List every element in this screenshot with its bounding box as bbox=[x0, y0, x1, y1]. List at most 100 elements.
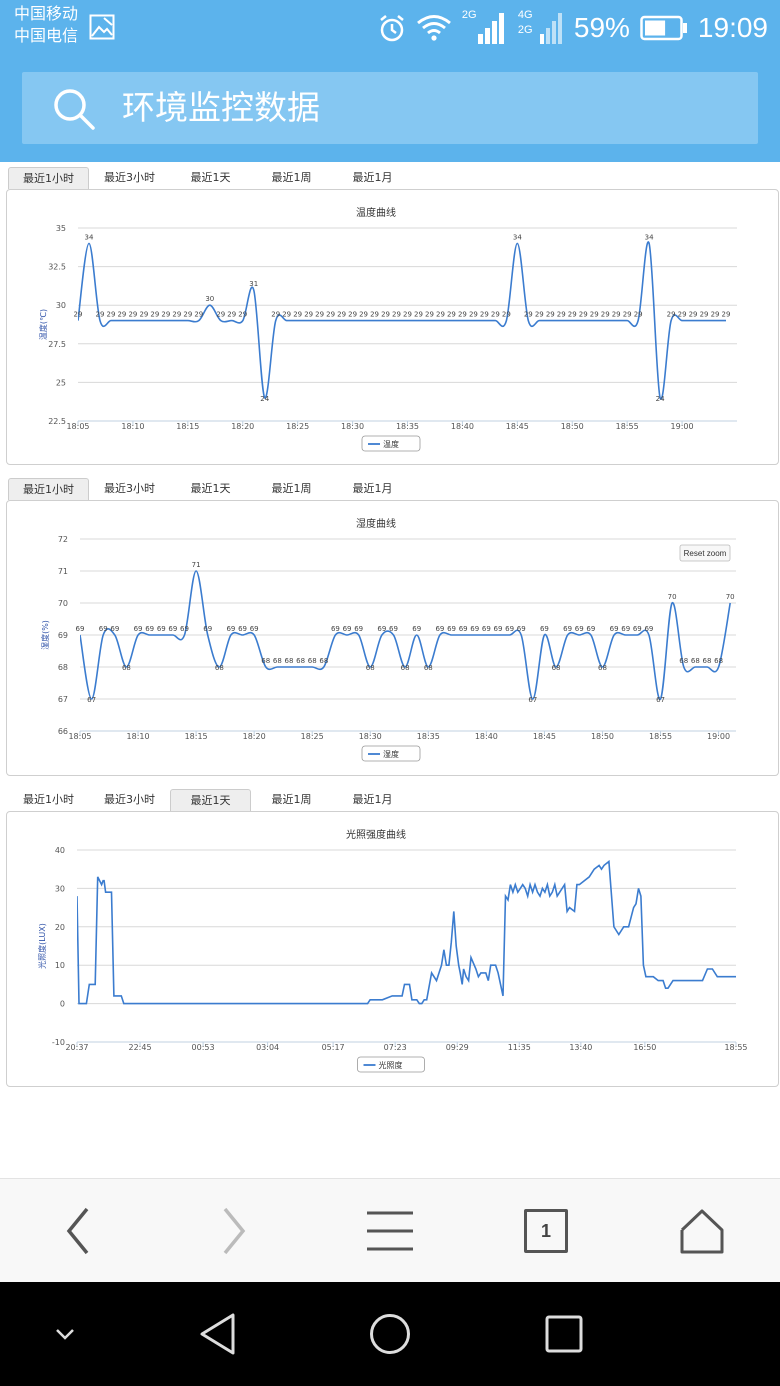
x-tick-label: 18:35 bbox=[417, 732, 440, 741]
reset-zoom-button[interactable]: Reset zoom bbox=[679, 544, 731, 562]
tab-range-2[interactable]: 最近1天 bbox=[170, 789, 251, 811]
forward-icon bbox=[223, 1207, 246, 1255]
data-label: 67 bbox=[528, 696, 537, 704]
data-label: 69 bbox=[99, 625, 108, 633]
data-label: 68 bbox=[679, 657, 688, 665]
status-bar: 中国移动 中国电信 2G 4G bbox=[0, 0, 780, 55]
data-label: 29 bbox=[447, 311, 456, 319]
data-label: 29 bbox=[150, 311, 159, 319]
x-tick-label: 18:10 bbox=[127, 732, 150, 741]
data-label: 29 bbox=[304, 311, 313, 319]
data-label: 29 bbox=[546, 311, 555, 319]
data-label: 69 bbox=[517, 625, 526, 633]
x-tick-label: 18:30 bbox=[341, 422, 364, 431]
data-label: 29 bbox=[106, 311, 115, 319]
x-tick-label: 11:35 bbox=[508, 1043, 531, 1052]
tab-range-3[interactable]: 最近1周 bbox=[271, 171, 312, 184]
system-home-button[interactable] bbox=[352, 1282, 428, 1386]
data-label: 68 bbox=[552, 664, 561, 672]
tab-range-0[interactable]: 最近1小时 bbox=[23, 793, 74, 806]
y-tick-label: 35 bbox=[56, 224, 66, 233]
data-label: 29 bbox=[678, 311, 687, 319]
search-icon[interactable] bbox=[52, 87, 96, 131]
tab-range-0[interactable]: 最近1小时 bbox=[8, 167, 89, 189]
x-tick-label: 18:15 bbox=[176, 422, 199, 431]
data-label: 69 bbox=[331, 625, 340, 633]
tab-range-4[interactable]: 最近1月 bbox=[352, 171, 393, 184]
data-label: 29 bbox=[711, 311, 720, 319]
collapse-button[interactable] bbox=[30, 1282, 100, 1386]
net-type-1: 2G bbox=[461, 9, 477, 21]
series-line bbox=[77, 859, 736, 1005]
series-line bbox=[80, 570, 731, 700]
tab-range-1[interactable]: 最近3小时 bbox=[104, 482, 155, 495]
data-label: 29 bbox=[590, 311, 599, 319]
clock: 19:09 bbox=[697, 12, 768, 43]
data-label: 29 bbox=[359, 311, 368, 319]
data-label: 69 bbox=[540, 625, 549, 633]
tab-range-0[interactable]: 最近1小时 bbox=[8, 478, 89, 500]
wifi-icon bbox=[416, 15, 451, 41]
forward-button[interactable] bbox=[194, 1179, 274, 1283]
tab-range-3[interactable]: 最近1周 bbox=[271, 482, 312, 495]
system-back-icon bbox=[200, 1313, 235, 1355]
tabs-button[interactable]: 1 bbox=[506, 1179, 586, 1283]
chart-legend[interactable]: 湿度 bbox=[361, 745, 421, 762]
data-label: 69 bbox=[354, 625, 363, 633]
menu-button[interactable] bbox=[350, 1179, 430, 1283]
x-tick-label: 18:05 bbox=[66, 422, 89, 431]
x-tick-label: 18:55 bbox=[649, 732, 672, 741]
data-label: 29 bbox=[381, 311, 390, 319]
x-tick-label: 18:35 bbox=[396, 422, 419, 431]
chart-legend[interactable]: 温度 bbox=[361, 435, 421, 452]
data-label: 29 bbox=[370, 311, 379, 319]
data-label: 69 bbox=[343, 625, 352, 633]
data-label: 68 bbox=[319, 657, 328, 665]
home-button[interactable] bbox=[662, 1179, 742, 1283]
data-label: 29 bbox=[414, 311, 423, 319]
data-label: 29 bbox=[557, 311, 566, 319]
x-tick-label: 18:05 bbox=[68, 732, 91, 741]
tab-range-1[interactable]: 最近3小时 bbox=[104, 171, 155, 184]
data-label: 69 bbox=[610, 625, 619, 633]
data-label: 29 bbox=[161, 311, 170, 319]
y-axis-label: 湿度(%) bbox=[40, 620, 50, 650]
data-label: 31 bbox=[249, 280, 258, 288]
x-tick-label: 19:00 bbox=[671, 422, 694, 431]
data-label: 69 bbox=[157, 625, 166, 633]
carrier-2: 中国电信 bbox=[14, 26, 79, 45]
x-tick-label: 18:15 bbox=[185, 732, 208, 741]
data-label: 29 bbox=[183, 311, 192, 319]
search-bar[interactable]: 环境监控数据 bbox=[22, 72, 758, 144]
data-label: 29 bbox=[238, 311, 247, 319]
data-label: 67 bbox=[87, 696, 96, 704]
data-label: 29 bbox=[436, 311, 445, 319]
data-label: 68 bbox=[691, 657, 700, 665]
tab-range-2[interactable]: 最近1天 bbox=[190, 482, 231, 495]
y-tick-label: 69 bbox=[58, 631, 68, 640]
time-range-tabs: 最近1小时 最近3小时 最近1天 最近1周 最近1月 bbox=[8, 789, 508, 811]
tabs-icon: 1 bbox=[524, 1209, 568, 1253]
back-button[interactable] bbox=[38, 1179, 118, 1283]
recents-button[interactable] bbox=[526, 1282, 602, 1386]
data-label: 29 bbox=[172, 311, 181, 319]
tab-range-1[interactable]: 最近3小时 bbox=[104, 793, 155, 806]
tab-range-3[interactable]: 最近1周 bbox=[271, 793, 312, 806]
tab-range-2[interactable]: 最近1天 bbox=[190, 171, 231, 184]
carrier-1: 中国移动 bbox=[14, 4, 79, 23]
recents-icon bbox=[545, 1315, 583, 1353]
data-label: 69 bbox=[563, 625, 572, 633]
data-label: 68 bbox=[285, 657, 294, 665]
collapse-icon bbox=[56, 1329, 74, 1340]
data-label: 69 bbox=[377, 625, 386, 633]
tab-range-4[interactable]: 最近1月 bbox=[352, 482, 393, 495]
data-label: 69 bbox=[203, 625, 212, 633]
x-tick-label: 19:00 bbox=[707, 732, 730, 741]
status-icons: 2G 4G 2G 59% 19:09 bbox=[378, 8, 768, 48]
chart-legend[interactable]: 光照度 bbox=[357, 1056, 425, 1073]
tab-range-4[interactable]: 最近1月 bbox=[352, 793, 393, 806]
data-label: 68 bbox=[714, 657, 723, 665]
data-label: 29 bbox=[722, 311, 731, 319]
data-label: 68 bbox=[308, 657, 317, 665]
system-back-button[interactable] bbox=[180, 1282, 256, 1386]
